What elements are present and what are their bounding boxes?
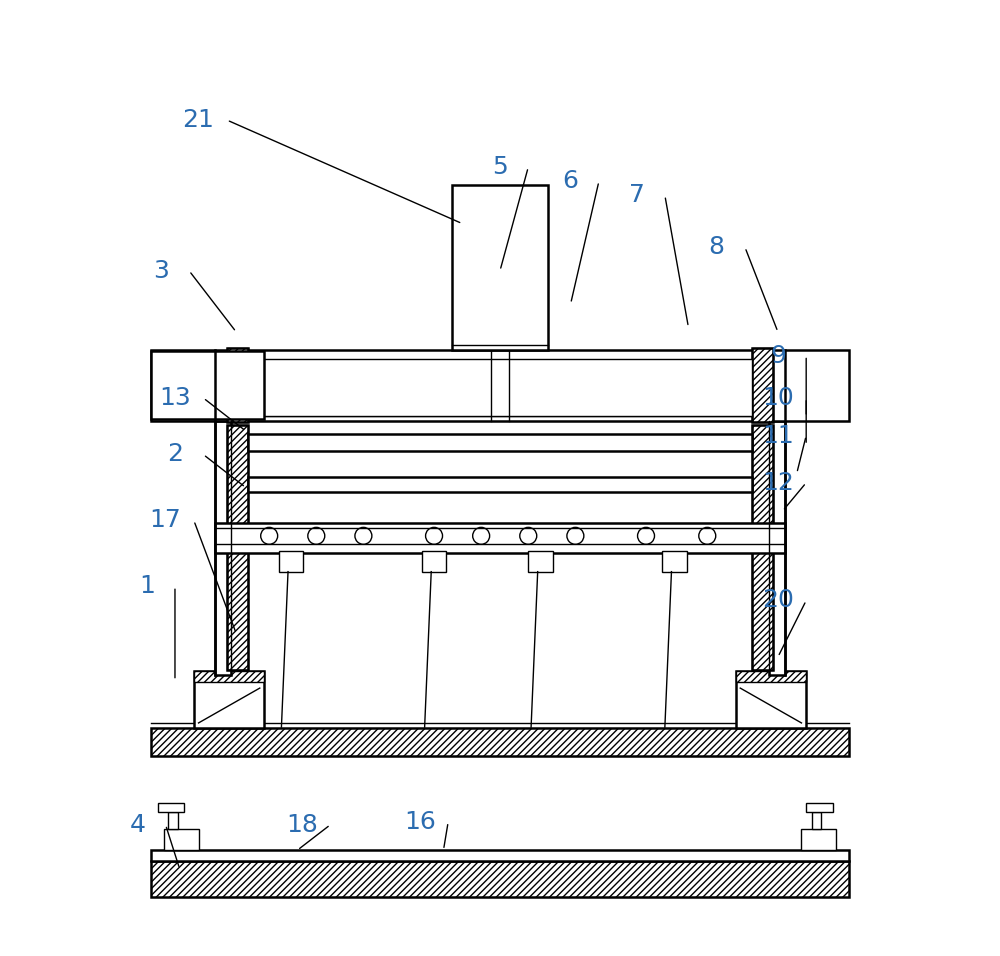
Bar: [227, 348, 248, 423]
Text: 2: 2: [167, 443, 183, 467]
Bar: [452, 185, 548, 350]
Bar: [528, 551, 553, 572]
Bar: [158, 803, 184, 813]
Bar: [215, 523, 785, 553]
Bar: [736, 671, 806, 683]
Text: 5: 5: [492, 155, 508, 179]
Text: 13: 13: [159, 386, 191, 410]
Text: 8: 8: [709, 235, 725, 259]
Bar: [752, 348, 773, 423]
Text: 4: 4: [129, 813, 145, 836]
Bar: [662, 551, 687, 572]
Bar: [248, 477, 752, 491]
Bar: [194, 671, 264, 728]
Text: 10: 10: [762, 386, 794, 410]
Text: 6: 6: [563, 169, 579, 193]
Bar: [151, 351, 264, 419]
Bar: [752, 348, 773, 423]
Text: 12: 12: [762, 470, 794, 494]
Bar: [422, 551, 446, 572]
Text: 20: 20: [762, 589, 794, 613]
Bar: [194, 671, 264, 683]
Bar: [164, 830, 199, 850]
Text: 1: 1: [139, 575, 155, 598]
Bar: [812, 813, 821, 830]
Bar: [151, 728, 849, 756]
Bar: [279, 551, 303, 572]
Text: 9: 9: [770, 343, 786, 367]
Bar: [227, 348, 248, 423]
Bar: [151, 850, 849, 861]
Text: 17: 17: [150, 509, 181, 532]
Bar: [215, 421, 231, 675]
Text: 7: 7: [629, 184, 645, 207]
Text: 3: 3: [153, 259, 169, 283]
Bar: [801, 830, 836, 850]
Bar: [752, 425, 773, 670]
Bar: [769, 421, 785, 675]
Bar: [151, 861, 849, 898]
Bar: [227, 425, 248, 670]
Bar: [248, 359, 752, 416]
Bar: [736, 671, 806, 728]
Text: 18: 18: [286, 813, 318, 836]
Bar: [168, 813, 178, 830]
Text: 11: 11: [762, 424, 794, 447]
Bar: [151, 350, 849, 421]
Bar: [806, 803, 833, 813]
Bar: [248, 434, 752, 451]
Bar: [752, 425, 773, 670]
Text: 21: 21: [183, 108, 214, 132]
Text: 16: 16: [404, 810, 436, 834]
Bar: [227, 425, 248, 670]
